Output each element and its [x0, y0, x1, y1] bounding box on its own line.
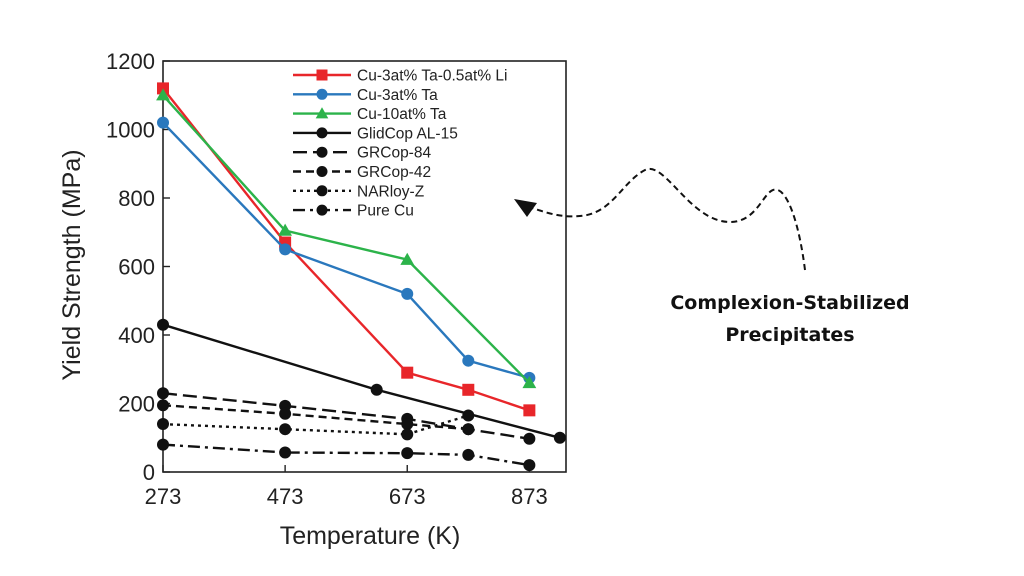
data-point [553, 431, 566, 444]
data-point [156, 88, 170, 101]
annotation-label: Complexion-Stabilized Precipitates [660, 287, 920, 351]
data-point [401, 447, 414, 460]
series-line [162, 94, 531, 384]
legend-marker [316, 185, 328, 197]
annotation-arrowhead [514, 199, 537, 217]
legend-label: Cu-3at% Ta-0.5at% Li [357, 68, 508, 85]
x-tick-label: 273 [145, 484, 182, 509]
series-line [162, 443, 530, 467]
legend-label: GRCop-42 [357, 164, 431, 181]
data-point [278, 223, 293, 236]
series-1 [157, 116, 536, 384]
data-point [523, 432, 536, 445]
data-point [157, 387, 169, 400]
data-point [462, 383, 475, 396]
series-line [162, 121, 530, 379]
data-point [157, 399, 169, 412]
data-point [401, 366, 414, 379]
data-point [370, 383, 383, 396]
chart-legend: Cu-3at% Ta-0.5at% Li Cu-3at% Ta Cu-10at% T… [293, 68, 508, 220]
series-7 [157, 438, 536, 472]
series-3 [157, 318, 566, 444]
y-tick-label: 1200 [106, 49, 155, 74]
legend-marker [316, 166, 328, 177]
y-tick-label: 400 [118, 323, 155, 348]
y-tick-label: 600 [118, 255, 155, 280]
legend-label: GlidCop AL-15 [357, 125, 458, 142]
legend-marker [316, 146, 328, 158]
y-tick-label: 200 [118, 392, 155, 417]
legend-label: Cu-3at% Ta [357, 87, 438, 104]
legend-marker [316, 127, 328, 139]
data-point [157, 318, 169, 331]
series-6 [157, 409, 475, 441]
annotation-arrow [531, 167, 806, 271]
data-point [157, 418, 169, 431]
x-tick-label: 473 [267, 484, 304, 509]
x-tick-label: 673 [389, 484, 426, 509]
legend-label: Cu-10at% Ta [357, 106, 447, 123]
data-point [523, 459, 536, 472]
data-point [462, 448, 475, 461]
legend-marker [316, 69, 328, 81]
data-point [401, 287, 414, 300]
data-point [279, 423, 292, 436]
legend-label: Pure Cu [357, 203, 414, 220]
y-axis-title: Yield Strength (MPa) [58, 149, 86, 380]
data-point [157, 438, 169, 451]
y-tick-label: 1000 [106, 118, 155, 143]
legend-label: GRCop-84 [357, 145, 431, 162]
data-point [523, 404, 536, 417]
annotation-line-1: Complexion-Stabilized [670, 292, 910, 314]
data-point [462, 409, 475, 422]
data-point [462, 354, 475, 367]
y-tick-label: 0 [143, 460, 155, 485]
legend-label: NARloy-Z [357, 183, 424, 200]
legend-marker [315, 107, 329, 119]
series-line [162, 414, 469, 436]
x-tick-label: 873 [511, 484, 548, 509]
data-point [279, 446, 292, 459]
data-point [462, 423, 475, 436]
y-tick-label: 800 [118, 186, 155, 211]
data-point [157, 116, 169, 129]
legend-marker [316, 204, 328, 216]
data-point [401, 428, 414, 441]
data-point [400, 252, 415, 265]
x-axis-title: Temperature (K) [280, 522, 461, 550]
series-5 [157, 399, 475, 436]
annotation-line-2: Precipitates [725, 324, 855, 346]
data-point [279, 243, 292, 256]
chart-series [156, 82, 566, 472]
data-point [279, 407, 292, 420]
series-line [162, 404, 469, 431]
chart-axes: 0 200 400 600 800 1000 1200 273 473 673 873 [106, 49, 567, 509]
legend-marker [316, 88, 328, 100]
series-2 [156, 88, 537, 389]
data-point [522, 376, 537, 389]
data-point [401, 418, 414, 431]
